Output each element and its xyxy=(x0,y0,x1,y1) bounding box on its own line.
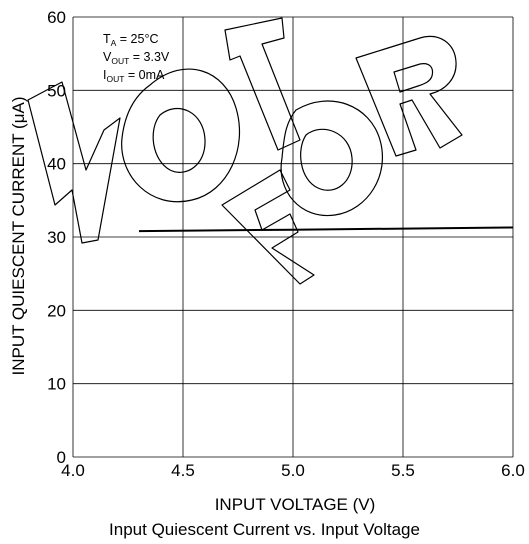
x-tick-label: 4.5 xyxy=(171,461,195,480)
watermark-glyph-4 xyxy=(221,169,315,285)
watermark xyxy=(27,17,463,285)
y-axis-title: INPUT QUIESCENT CURRENT (μA) xyxy=(9,97,28,376)
series-line-1 xyxy=(138,226,514,233)
y-tick-label: 60 xyxy=(47,8,66,27)
y-tick-label: 40 xyxy=(47,155,66,174)
watermark-glyph-6 xyxy=(355,35,463,157)
watermark-glyph-5 xyxy=(280,100,384,217)
y-tick-labels: 0 10 20 30 40 50 60 xyxy=(47,8,66,467)
data-series xyxy=(138,226,514,233)
condition-line-2: VOUT = 3.3V xyxy=(103,50,170,66)
condition-line-3: IOUT = 0mA xyxy=(103,68,165,84)
condition-line-1: TA = 25°C xyxy=(103,32,159,48)
y-tick-label: 20 xyxy=(47,301,66,320)
x-tick-label: 5.0 xyxy=(281,461,305,480)
x-tick-label: 6.0 xyxy=(501,461,525,480)
y-tick-label: 50 xyxy=(47,81,66,100)
y-tick-label: 30 xyxy=(47,228,66,247)
chart-caption: Input Quiescent Current vs. Input Voltag… xyxy=(109,520,420,539)
grid-lines xyxy=(72,16,514,458)
conditions-annotation: TA = 25°C VOUT = 3.3V IOUT = 0mA xyxy=(103,32,170,84)
y-tick-label: 10 xyxy=(47,375,66,394)
x-tick-label: 4.0 xyxy=(61,461,85,480)
x-axis-title: INPUT VOLTAGE (V) xyxy=(215,495,376,514)
y-tick-label: 0 xyxy=(57,448,66,467)
watermark-glyph-2 xyxy=(121,68,241,203)
watermark-glyph-3 xyxy=(224,17,301,151)
watermark-glyph-1 xyxy=(27,81,121,244)
x-tick-label: 5.5 xyxy=(391,461,415,480)
x-tick-labels: 4.0 4.5 5.0 5.5 6.0 xyxy=(61,461,525,480)
